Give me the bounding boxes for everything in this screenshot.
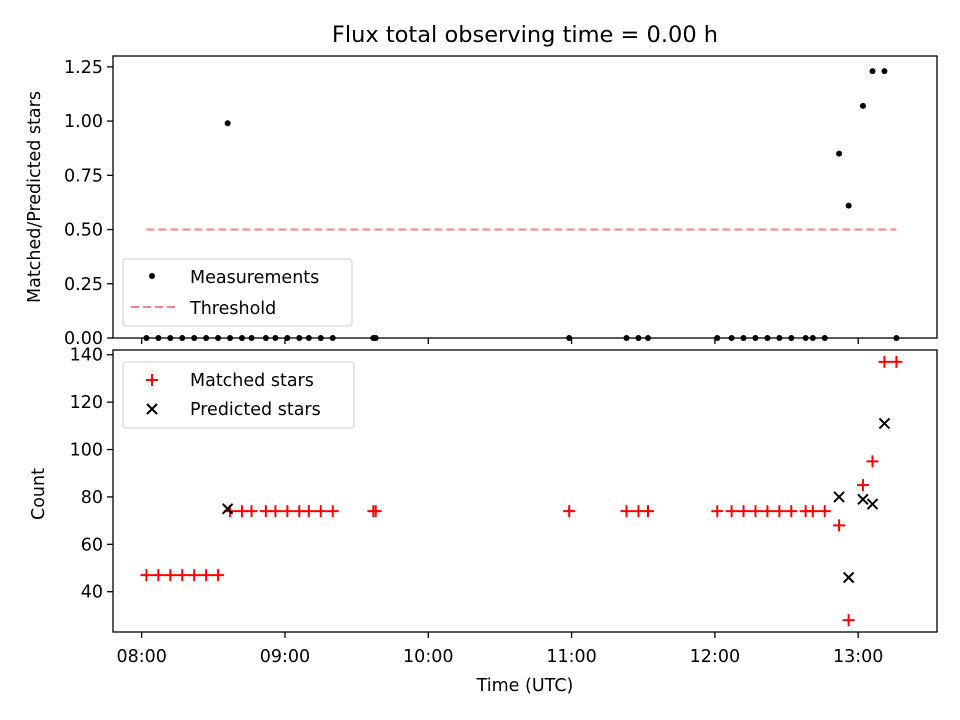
predicted-star-stroke <box>878 417 891 430</box>
matched-star-point <box>369 505 382 518</box>
legend-matched-marker <box>146 374 158 386</box>
legend-predicted-label: Predicted stars <box>190 400 321 420</box>
bottom-y-tick-label: 40 <box>81 583 103 603</box>
predicted-star-point <box>221 503 234 515</box>
matched-star-point <box>302 505 315 518</box>
bottom-legend-box <box>122 361 355 429</box>
matched-star-point <box>890 355 903 368</box>
matched-star-point <box>152 569 165 582</box>
measurement-point <box>881 68 888 75</box>
x-tick-label: 13:00 <box>833 647 883 667</box>
matched-star-point <box>842 614 855 627</box>
top-x-ticks <box>141 338 859 344</box>
top-y-axis-label: Matched/Predicted stars <box>25 91 45 303</box>
matched-star-point <box>785 505 798 518</box>
matched-star-point <box>212 569 225 582</box>
matched-star-point <box>725 505 738 518</box>
predicted-star-point <box>833 491 845 503</box>
top-axes-frame <box>112 55 938 339</box>
matched-star-point <box>188 569 201 582</box>
matched-star-point <box>140 569 153 582</box>
legend-measurements-marker <box>149 273 155 279</box>
x-tick-label: 11:00 <box>546 647 596 667</box>
measurement-point <box>224 120 231 127</box>
top-y-ticks: 0.00 0.25 0.50 0.75 1.00 1.25 <box>64 58 113 349</box>
x-tick-label: 12:00 <box>690 647 740 667</box>
bottom-y-tick-label: 140 <box>70 346 103 366</box>
bottom-panel: 40 60 80 100 120 140 08:00 09:00 10:00 11:00 12:0… <box>29 346 938 696</box>
x-axis-label: Time (UTC) <box>476 676 574 696</box>
matched-star-point <box>711 505 724 518</box>
matched-star-point <box>314 505 327 518</box>
top-panel: 0.00 0.25 0.50 0.75 1.00 1.25 Matched/Predict… <box>25 55 938 349</box>
legend-threshold-label: Threshold <box>189 299 276 319</box>
bottom-y-tick-label: 60 <box>81 535 103 555</box>
x-tick-label: 08:00 <box>116 647 166 667</box>
legend-matched-label: Matched stars <box>190 371 314 391</box>
measurement-point <box>845 202 852 209</box>
matched-star-point <box>176 569 189 582</box>
matched-star-point <box>878 355 891 368</box>
top-y-tick-label: 1.00 <box>64 112 103 132</box>
matched-star-point <box>866 455 879 468</box>
bottom-y-ticks: 40 60 80 100 120 140 <box>70 346 113 603</box>
matched-star-point <box>620 505 633 518</box>
matched-star-point <box>749 505 762 518</box>
bottom-y-tick-label: 100 <box>70 441 103 461</box>
matched-star-point <box>818 505 831 518</box>
bottom-x-ticks: 08:00 09:00 10:00 11:00 12:00 13:00 <box>116 632 883 667</box>
matched-star-point <box>269 505 282 518</box>
matched-star-point <box>245 505 258 518</box>
predicted-star-point <box>857 493 869 506</box>
predicted-star-stroke <box>866 498 879 510</box>
top-y-tick-label: 0.00 <box>64 329 103 349</box>
bottom-axes-frame <box>112 349 938 633</box>
top-legend-box <box>122 258 353 327</box>
measurement-point <box>869 68 876 75</box>
chart-title: Flux total observing time = 0.00 h <box>332 22 718 48</box>
x-tick-label: 10:00 <box>403 647 453 667</box>
predicted-star-stroke <box>857 493 869 506</box>
matched-star-point <box>856 479 869 492</box>
predicted-star-point <box>866 498 879 510</box>
matched-star-point <box>326 505 339 518</box>
matched-star-point <box>773 505 786 518</box>
top-y-tick-label: 0.75 <box>64 166 103 186</box>
top-y-tick-label: 0.25 <box>64 275 103 295</box>
measurement-point <box>836 150 843 157</box>
matched-star-point <box>164 569 177 582</box>
matched-star-point <box>737 505 750 518</box>
predicted-star-stroke <box>221 503 234 515</box>
bottom-marks <box>140 355 903 627</box>
predicted-star-stroke <box>833 491 845 503</box>
predicted-star-point <box>878 417 891 430</box>
matched-star-point <box>806 505 819 518</box>
bottom-y-tick-label: 120 <box>70 393 103 413</box>
legend-predicted-marker <box>146 403 158 415</box>
x-tick-label: 09:00 <box>260 647 310 667</box>
matched-star-point <box>833 519 846 532</box>
measurement-point <box>859 102 866 109</box>
matched-star-point <box>642 505 655 518</box>
bottom-legend: Matched stars Predicted stars <box>122 361 355 429</box>
matched-star-point <box>563 505 576 518</box>
predicted-star-point <box>842 571 855 584</box>
matched-star-point <box>200 569 213 582</box>
top-y-tick-label: 1.25 <box>64 58 103 78</box>
matched-star-point <box>761 505 774 518</box>
top-y-tick-label: 0.50 <box>64 221 103 241</box>
bottom-y-tick-label: 80 <box>81 488 103 508</box>
bottom-y-axis-label: Count <box>29 468 49 520</box>
matched-star-point <box>281 505 294 518</box>
legend-measurements-label: Measurements <box>190 268 319 288</box>
top-legend: Measurements Threshold <box>122 258 353 327</box>
predicted-star-stroke <box>842 571 855 584</box>
